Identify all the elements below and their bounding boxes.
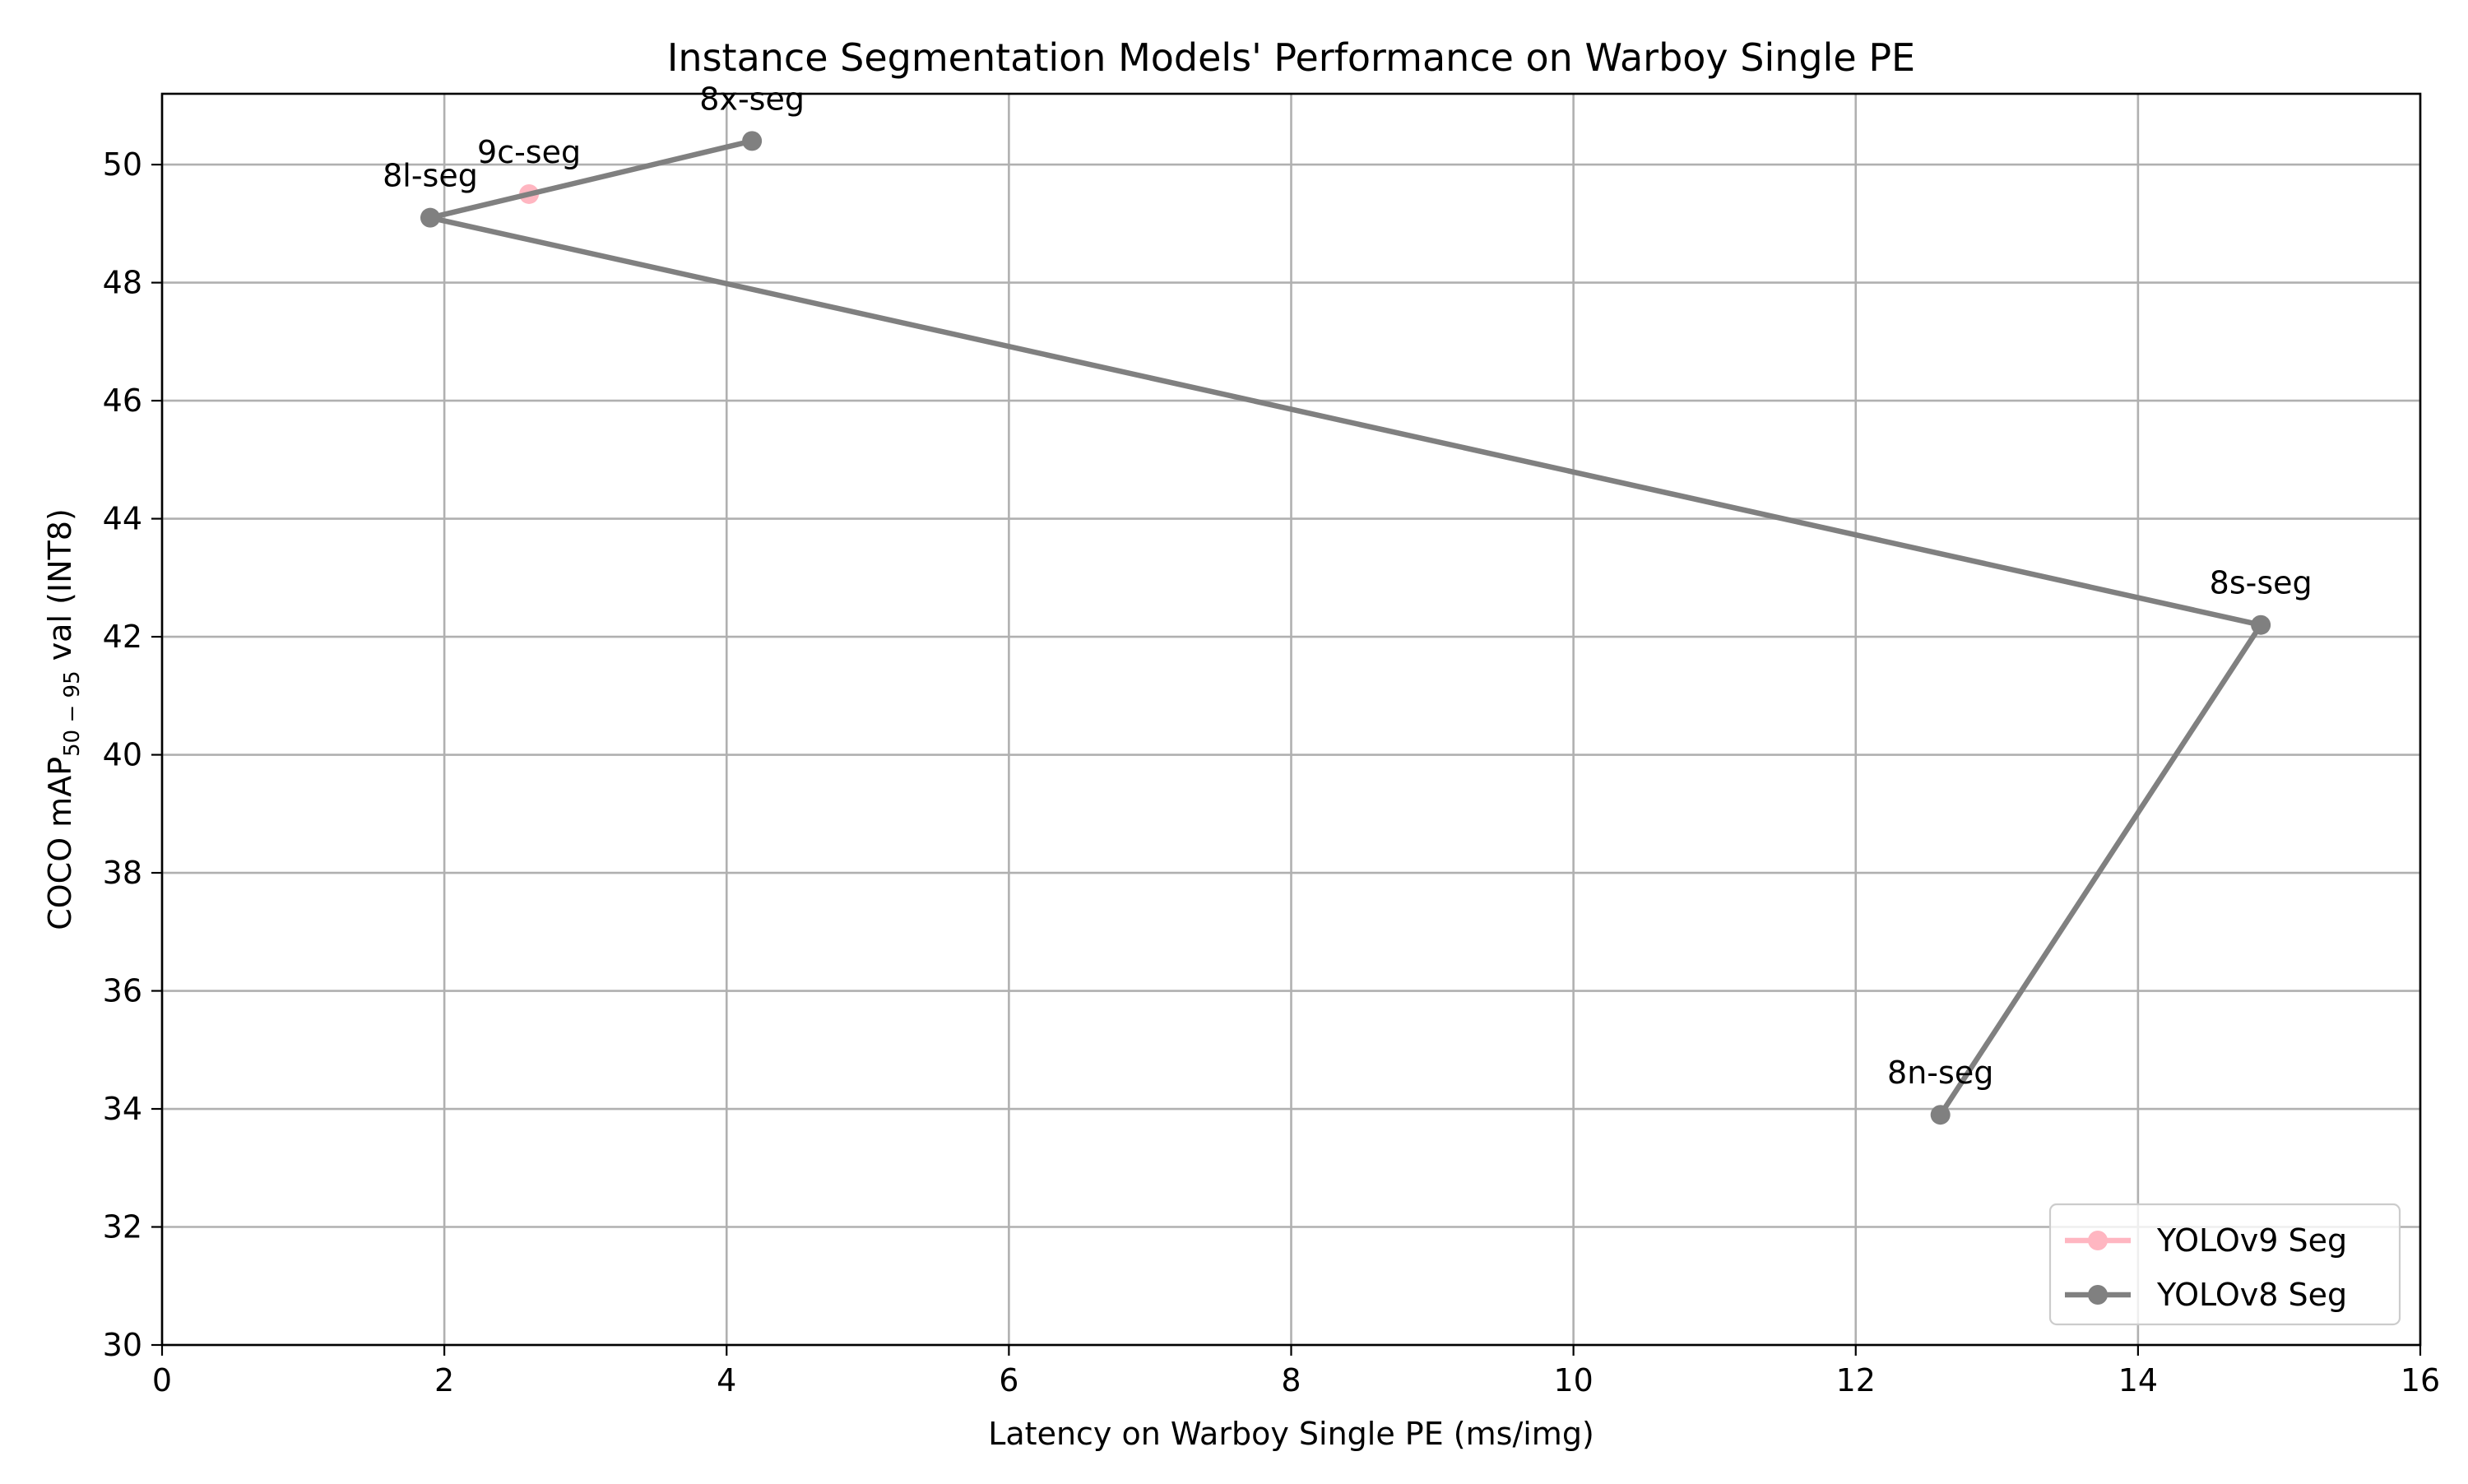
legend-box — [2048, 1203, 2401, 1326]
y-tick-label: 30 — [103, 1327, 142, 1363]
y-tick-label: 46 — [103, 383, 142, 419]
grid — [160, 94, 2422, 1347]
y-tick-label: 32 — [103, 1209, 142, 1245]
data-label: 8x-seg — [699, 81, 805, 117]
y-tick-label: 50 — [103, 146, 142, 183]
legend-marker — [2088, 1231, 2108, 1250]
data-point — [1930, 1105, 1951, 1125]
point-labels: 9c-seg 8x-seg 8l-seg 8s-seg 8n-seg — [383, 81, 2313, 1091]
x-tick-label: 6 — [999, 1362, 1018, 1398]
data-label: 8n-seg — [1887, 1055, 1993, 1091]
x-tick-label: 14 — [2118, 1362, 2158, 1398]
data-label: 8l-seg — [383, 158, 478, 194]
y-axis-label-subscript: 50 − 95 — [60, 670, 85, 756]
chart-title: Instance Segmentation Models' Performanc… — [667, 35, 1915, 80]
data-point — [420, 207, 440, 228]
x-axis-label: Latency on Warboy Single PE (ms/img) — [988, 1416, 1594, 1452]
x-tick-label: 12 — [1836, 1362, 1876, 1398]
y-tick-label: 48 — [103, 265, 142, 301]
y-axis-label: COCO mAP50 − 95 val (INT8) — [42, 508, 85, 930]
y-axis-label-prefix: COCO mAP — [42, 757, 78, 930]
legend-label: YOLOv8 Seg — [2156, 1277, 2347, 1313]
x-tick-label: 4 — [717, 1362, 736, 1398]
y-axis-label-suffix: val (INT8) — [42, 508, 78, 670]
series-line — [427, 138, 2264, 1116]
y-tick-label: 36 — [103, 973, 142, 1009]
y-tick-label: 34 — [103, 1091, 142, 1127]
legend-label: YOLOv9 Seg — [2156, 1222, 2347, 1259]
x-tick-label: 16 — [2401, 1362, 2440, 1398]
y-tick-label: 42 — [103, 619, 142, 655]
y-tick-label: 38 — [103, 855, 142, 891]
data-point — [742, 131, 763, 151]
series-layer — [420, 131, 2271, 1125]
data-label: 9c-seg — [477, 134, 581, 170]
legend-marker — [2088, 1285, 2108, 1305]
y-tick-label: 40 — [103, 737, 142, 773]
data-label: 8s-seg — [2210, 565, 2313, 601]
x-tick-label: 10 — [1553, 1362, 1593, 1398]
x-tick-label: 8 — [1281, 1362, 1301, 1398]
data-point — [2251, 614, 2271, 635]
x-tick-label: 0 — [152, 1362, 172, 1398]
legend: YOLOv9 Seg YOLOv8 Seg — [2048, 1203, 2401, 1326]
x-tick-label: 2 — [434, 1362, 454, 1398]
y-tick-label: 44 — [103, 501, 142, 537]
